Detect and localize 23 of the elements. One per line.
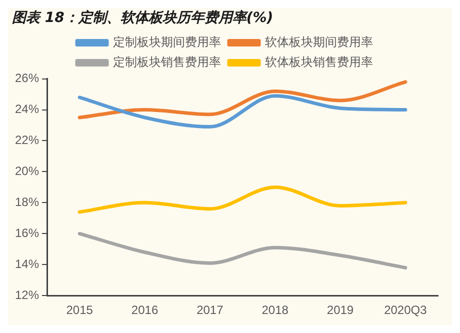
x-tick-label: 2015 [66,303,94,318]
y-tick-label: 14% [14,256,40,271]
legend-label: 软体板块销售费用率 [265,54,373,69]
y-tick-label: 20% [14,164,40,178]
x-tick-label: 2017 [196,303,224,318]
y-tick-label: 22% [14,133,40,148]
y-tick-label: 24% [14,102,40,116]
x-tick-label: 2019 [326,303,354,318]
chart-title: 图表 18：定制、软体板块历年费用率(%) [12,9,274,26]
line-series [78,94,408,129]
line-series [78,232,408,270]
y-tick-label: 18% [14,195,40,209]
y-tick-label: 16% [14,226,40,240]
x-tick-label: 2020Q3 [384,303,428,318]
legend-label: 软体板块期间费用率 [265,34,373,49]
line-series [78,185,408,214]
x-tick-label: 2018 [262,303,289,318]
line-series [78,80,408,120]
legend-label: 定制板块期间费用率 [113,34,221,49]
y-tick-label: 12% [14,288,40,302]
x-tick-label: 2016 [131,303,158,318]
legend-label: 定制板块销售费用率 [113,54,221,69]
y-tick-label: 26% [14,71,40,86]
